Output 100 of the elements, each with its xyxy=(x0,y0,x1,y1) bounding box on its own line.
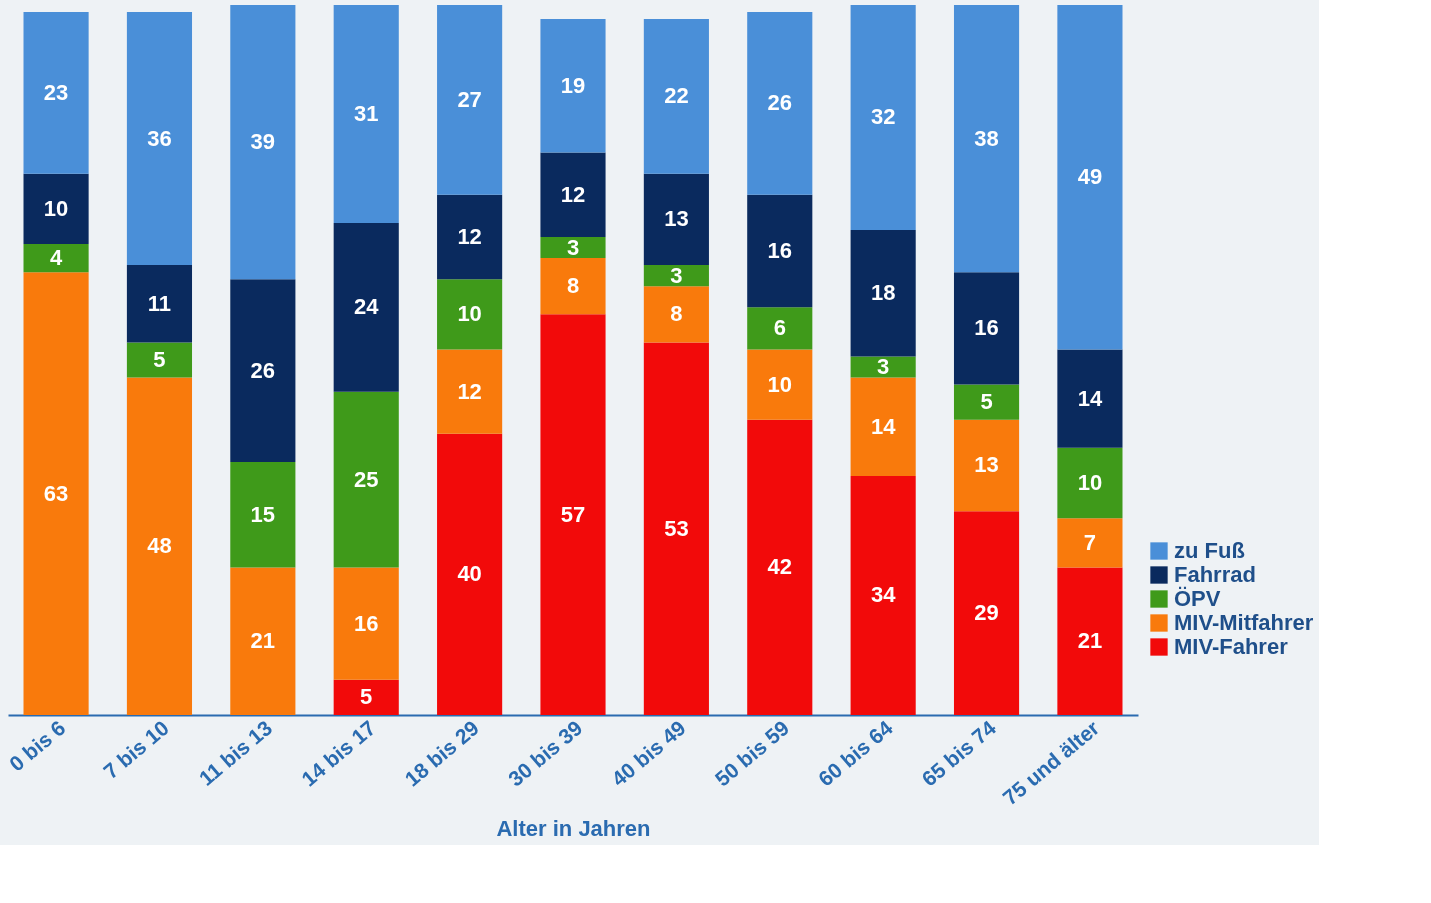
bar xyxy=(1057,567,1123,715)
bar xyxy=(333,567,399,680)
data-label: 49 xyxy=(1077,164,1103,190)
data-label: 34 xyxy=(870,582,897,608)
data-label: 10 xyxy=(1077,470,1103,496)
data-label: 3 xyxy=(670,262,683,288)
bar xyxy=(850,377,916,476)
data-label: 29 xyxy=(974,600,999,626)
data-label: 38 xyxy=(974,125,999,151)
bar xyxy=(23,244,89,273)
bar xyxy=(850,356,916,378)
bar xyxy=(23,173,89,245)
legend-label: MIV-Fahrer xyxy=(1174,634,1289,659)
data-label: 23 xyxy=(43,79,69,105)
data-label: 10 xyxy=(767,371,793,397)
bar xyxy=(126,265,193,343)
data-label: 6 xyxy=(773,315,786,341)
data-label: 22 xyxy=(664,83,689,109)
data-label: 5 xyxy=(360,684,373,710)
data-label: 32 xyxy=(870,104,896,130)
data-label: 7 xyxy=(1083,529,1097,555)
x-tick-label: 14 bis 17 xyxy=(296,715,380,791)
x-tick-label: 0 bis 6 xyxy=(4,715,70,776)
data-label: 39 xyxy=(250,129,276,155)
bar xyxy=(437,5,503,195)
data-label: 21 xyxy=(250,628,276,654)
bar xyxy=(540,236,606,259)
data-label: 18 xyxy=(870,280,896,306)
bar xyxy=(643,265,709,287)
data-label: 48 xyxy=(147,533,172,559)
data-label: 4 xyxy=(49,245,63,271)
data-label: 19 xyxy=(560,72,586,98)
bar xyxy=(953,272,1020,385)
x-tick-label: 11 bis 13 xyxy=(194,715,277,790)
x-tick-label: 30 bis 39 xyxy=(503,715,587,791)
data-label: 24 xyxy=(353,294,380,320)
data-label: 3 xyxy=(566,234,580,260)
bar xyxy=(540,152,606,237)
bar xyxy=(540,19,606,153)
data-label: 15 xyxy=(250,501,276,527)
data-label: 5 xyxy=(153,347,166,372)
bar xyxy=(953,419,1020,512)
data-label: 53 xyxy=(664,515,689,541)
bar xyxy=(953,384,1020,420)
bar xyxy=(126,12,193,266)
legend-label: Fahrrad xyxy=(1174,562,1256,587)
bar xyxy=(747,419,813,715)
x-tick-label: 18 bis 29 xyxy=(400,715,484,791)
bar xyxy=(953,511,1020,715)
bar xyxy=(953,5,1020,273)
bar xyxy=(230,5,296,280)
bar xyxy=(23,12,89,174)
bar xyxy=(1057,447,1123,519)
data-label: 11 xyxy=(147,290,172,316)
bar xyxy=(333,391,399,568)
x-tick-label: 40 bis 49 xyxy=(607,715,690,791)
data-label: 14 xyxy=(1077,385,1103,411)
data-label: 13 xyxy=(664,206,689,232)
x-tick-label: 60 bis 64 xyxy=(813,715,897,791)
legend-label: MIV-Mitfahrer xyxy=(1174,610,1314,635)
bar xyxy=(23,272,89,715)
bar xyxy=(850,475,916,715)
data-label: 16 xyxy=(767,238,793,264)
data-label: 8 xyxy=(670,301,683,327)
bar xyxy=(230,567,296,715)
data-label: 26 xyxy=(767,90,793,116)
bar xyxy=(437,349,503,434)
bar xyxy=(437,433,503,715)
data-label: 5 xyxy=(980,389,993,415)
data-label: 21 xyxy=(1077,628,1103,654)
legend-label: zu Fuß xyxy=(1174,538,1245,563)
data-label: 36 xyxy=(147,125,172,151)
legend-label: ÖPV xyxy=(1174,586,1221,611)
data-label: 12 xyxy=(457,378,482,404)
data-label: 26 xyxy=(250,357,276,383)
bar xyxy=(747,194,813,308)
bar xyxy=(126,377,193,715)
data-label: 31 xyxy=(353,100,379,126)
bar xyxy=(437,279,503,350)
data-label: 25 xyxy=(353,466,379,492)
bar xyxy=(333,5,399,223)
bar xyxy=(643,286,709,343)
data-label: 14 xyxy=(870,413,897,439)
bar xyxy=(643,342,709,715)
bar xyxy=(230,461,296,568)
bar xyxy=(850,229,916,357)
bar xyxy=(850,5,916,230)
data-label: 57 xyxy=(560,501,586,527)
data-label: 42 xyxy=(767,554,793,580)
x-tick-label: 50 bis 59 xyxy=(710,715,794,791)
data-label: 10 xyxy=(457,301,482,327)
data-label: 16 xyxy=(974,315,999,341)
data-label: 10 xyxy=(43,195,69,221)
bar xyxy=(1057,5,1123,350)
bar xyxy=(643,173,709,266)
bar xyxy=(540,258,606,315)
bar xyxy=(747,12,813,195)
bar xyxy=(1057,518,1123,568)
x-axis-title: Alter in Jahren xyxy=(496,816,651,842)
bar xyxy=(747,307,813,350)
